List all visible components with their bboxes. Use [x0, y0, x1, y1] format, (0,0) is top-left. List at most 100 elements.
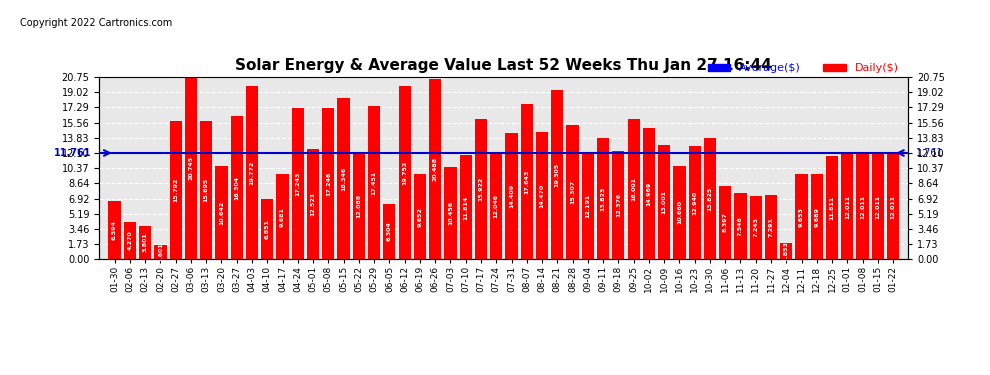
Bar	[246, 86, 258, 259]
Text: 12.046: 12.046	[494, 194, 499, 219]
Bar	[628, 119, 640, 259]
Bar	[292, 108, 304, 259]
Text: 12.376: 12.376	[616, 193, 621, 217]
Text: 18.346: 18.346	[342, 166, 346, 191]
Bar	[399, 86, 411, 259]
Text: 10.642: 10.642	[219, 201, 224, 225]
Bar	[216, 166, 228, 259]
Text: 9.689: 9.689	[815, 207, 820, 226]
Text: 12.940: 12.940	[692, 190, 697, 214]
Text: 12.011: 12.011	[891, 195, 896, 219]
Text: 3.801: 3.801	[143, 233, 148, 252]
Bar	[811, 174, 823, 259]
Bar	[368, 106, 380, 259]
Bar	[749, 196, 762, 259]
Bar	[231, 116, 243, 259]
Text: 20.745: 20.745	[188, 156, 193, 180]
Text: 6.304: 6.304	[387, 222, 392, 242]
Text: 14.409: 14.409	[509, 184, 514, 208]
Bar	[429, 80, 442, 259]
Text: 19.752: 19.752	[402, 160, 407, 184]
Bar	[566, 125, 579, 259]
Bar	[735, 193, 746, 259]
Bar	[459, 156, 472, 259]
Bar	[322, 108, 335, 259]
Text: 11.814: 11.814	[463, 195, 468, 219]
Text: 10.456: 10.456	[447, 201, 453, 225]
Bar	[505, 133, 518, 259]
Text: 9.681: 9.681	[280, 207, 285, 227]
Bar	[719, 186, 732, 259]
Bar	[338, 98, 349, 259]
Bar	[276, 174, 289, 259]
Text: 6.851: 6.851	[264, 219, 269, 239]
Bar	[109, 201, 121, 259]
Text: 17.243: 17.243	[295, 171, 300, 196]
Bar	[826, 156, 839, 259]
Bar	[582, 152, 594, 259]
Text: Copyright 2022 Cartronics.com: Copyright 2022 Cartronics.com	[20, 18, 172, 28]
Bar	[780, 243, 792, 259]
Bar	[658, 145, 670, 259]
Text: 7.243: 7.243	[753, 217, 758, 237]
Text: 12.191: 12.191	[585, 194, 590, 218]
Text: 13.001: 13.001	[661, 190, 666, 214]
Text: 14.969: 14.969	[646, 182, 651, 206]
Bar	[536, 132, 548, 259]
Text: 14.470: 14.470	[540, 184, 545, 208]
Bar	[445, 167, 456, 259]
Bar	[673, 166, 685, 259]
Bar	[704, 138, 716, 259]
Text: 10.660: 10.660	[677, 201, 682, 225]
Bar	[475, 119, 487, 259]
Bar	[643, 128, 655, 259]
Bar	[887, 154, 899, 259]
Bar	[551, 90, 563, 259]
Text: 19.772: 19.772	[249, 160, 254, 184]
Text: 16.304: 16.304	[235, 176, 240, 200]
Text: 12.521: 12.521	[311, 192, 316, 216]
Bar	[842, 154, 853, 259]
Text: 8.397: 8.397	[723, 213, 728, 232]
Bar	[139, 226, 151, 259]
Bar	[124, 222, 136, 259]
Bar	[261, 199, 273, 259]
Text: 13.825: 13.825	[708, 186, 713, 211]
Bar	[200, 122, 212, 259]
Bar	[795, 174, 808, 259]
Text: 9.653: 9.653	[799, 207, 804, 227]
Bar	[521, 104, 533, 259]
Text: 12.011: 12.011	[844, 195, 849, 219]
Text: 15.695: 15.695	[204, 178, 209, 203]
Text: 17.643: 17.643	[525, 170, 530, 194]
Text: 12.011: 12.011	[875, 195, 880, 219]
Text: 1.601: 1.601	[157, 242, 163, 262]
Title: Solar Energy & Average Value Last 52 Weeks Thu Jan 27 16:44: Solar Energy & Average Value Last 52 Wee…	[236, 58, 772, 73]
Bar	[490, 153, 502, 259]
Bar	[169, 120, 182, 259]
Text: 15.792: 15.792	[173, 178, 178, 202]
Bar	[872, 154, 884, 259]
Text: 11.761: 11.761	[54, 148, 92, 158]
Text: 20.468: 20.468	[433, 158, 438, 182]
Text: 15.922: 15.922	[478, 177, 483, 201]
Text: 7.546: 7.546	[738, 216, 742, 236]
Text: 15.307: 15.307	[570, 180, 575, 204]
Bar	[612, 150, 625, 259]
Text: 19.305: 19.305	[554, 162, 559, 186]
Bar	[856, 154, 868, 259]
Bar	[414, 174, 426, 259]
Text: 12.011: 12.011	[860, 195, 865, 219]
Legend: Average($), Daily($): Average($), Daily($)	[704, 59, 903, 78]
Text: 4.270: 4.270	[128, 231, 133, 251]
Text: 17.451: 17.451	[371, 171, 376, 195]
Text: 1.853: 1.853	[784, 241, 789, 261]
Text: 16.001: 16.001	[631, 177, 637, 201]
Bar	[765, 195, 777, 259]
Text: 7.291: 7.291	[768, 217, 773, 237]
Text: 13.823: 13.823	[601, 186, 606, 211]
Text: 17.246: 17.246	[326, 171, 331, 196]
Text: 11.811: 11.811	[830, 195, 835, 219]
Bar	[383, 204, 395, 259]
Text: 12.088: 12.088	[356, 194, 361, 218]
